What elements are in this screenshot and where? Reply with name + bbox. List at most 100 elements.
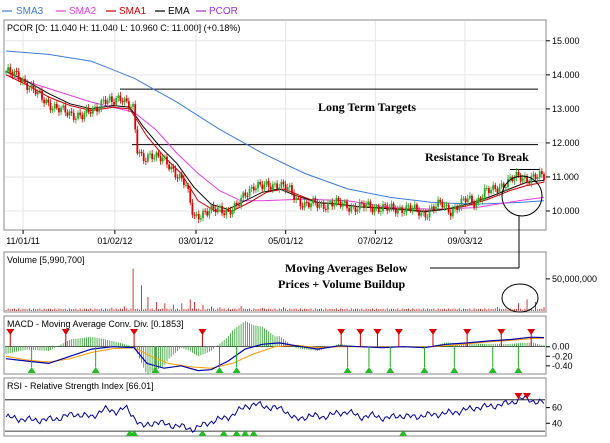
legend-label-ema: EMA xyxy=(168,6,190,17)
price-candle xyxy=(515,171,518,179)
price-candle xyxy=(439,199,442,202)
price-candle xyxy=(441,201,444,208)
price-candle xyxy=(339,201,342,207)
ma-annotation-bg xyxy=(280,259,430,295)
price-candle xyxy=(278,187,281,190)
rsi-buy-marker xyxy=(249,430,258,436)
rsi-buy-marker xyxy=(130,430,139,436)
price-candle xyxy=(464,198,467,203)
price-candle xyxy=(507,178,509,188)
price-candle xyxy=(413,204,416,210)
macd-sell-marker xyxy=(394,329,403,335)
price-candle xyxy=(9,67,12,73)
macd-y-tick-label: -0.20 xyxy=(552,351,573,361)
price-y-tick-label: 14.000 xyxy=(552,70,580,80)
price-candle xyxy=(96,106,98,112)
price-candle xyxy=(386,205,389,211)
price-candle xyxy=(180,174,183,179)
price-candle xyxy=(17,71,20,80)
price-candle xyxy=(483,188,486,198)
macd-signal-line xyxy=(5,337,545,369)
macd-sell-marker xyxy=(198,329,207,335)
rsi-buy-marker xyxy=(399,430,408,436)
price-candle xyxy=(458,207,461,211)
price-candle xyxy=(130,106,132,109)
price-candle xyxy=(229,210,232,215)
price-candle xyxy=(119,95,122,101)
price-candle xyxy=(456,206,459,211)
price-candle xyxy=(475,202,478,208)
price-candle xyxy=(490,190,492,194)
price-candle xyxy=(526,176,528,183)
price-candle xyxy=(454,206,456,210)
price-candle xyxy=(462,198,465,200)
annotation-long-term-targets: Long Term Targets xyxy=(318,100,416,114)
price-candle xyxy=(170,166,173,170)
price-candle xyxy=(477,197,480,203)
price-candle xyxy=(316,202,319,208)
macd-buy-marker xyxy=(488,367,497,373)
price-candle xyxy=(341,203,344,207)
price-candle xyxy=(305,202,308,204)
macd-panel-header: MACD - Moving Average Conv. Div. [0.1853… xyxy=(7,319,184,329)
macd-buy-marker xyxy=(343,367,352,373)
price-candle xyxy=(58,108,60,113)
price-candle xyxy=(123,98,126,103)
price-candle xyxy=(115,98,118,105)
price-candle xyxy=(335,197,338,204)
price-candle xyxy=(337,197,340,202)
price-candle xyxy=(113,101,115,105)
price-candle xyxy=(392,203,395,209)
price-candle xyxy=(24,78,26,83)
price-candle xyxy=(53,103,56,109)
price-candle xyxy=(543,174,545,181)
price-candle xyxy=(291,185,293,194)
price-candle xyxy=(43,99,46,104)
resistance-circle xyxy=(501,175,543,217)
price-candle xyxy=(202,210,204,219)
macd-y-tick-label: 0.00 xyxy=(552,342,570,352)
price-candle xyxy=(288,185,291,188)
price-candle xyxy=(87,107,90,112)
volume-layer xyxy=(5,268,545,311)
price-candle xyxy=(280,181,283,188)
price-candle xyxy=(358,202,361,210)
macd-sell-marker xyxy=(428,329,437,335)
macd-buy-marker xyxy=(364,367,373,373)
price-x-tick-label: 05/01/12 xyxy=(268,236,303,246)
macd-buy-marker xyxy=(514,367,523,373)
rsi-panel-header: RSI - Relative Strength Index [66.01] xyxy=(7,381,154,391)
price-layer xyxy=(5,50,545,224)
price-candle xyxy=(430,206,433,210)
price-candle xyxy=(293,193,295,200)
price-candle xyxy=(159,156,162,162)
price-candle xyxy=(238,204,240,206)
price-candle xyxy=(244,192,247,196)
legend-label-pcor: PCOR xyxy=(209,6,238,17)
price-candle xyxy=(530,176,533,184)
price-y-tick-label: 12.000 xyxy=(552,138,580,148)
volume-y-tick-label: 50,000,000 xyxy=(552,274,597,284)
price-candle xyxy=(384,204,387,206)
macd-sell-marker xyxy=(6,329,15,335)
price-candle xyxy=(108,96,111,101)
price-candle xyxy=(85,107,88,114)
axis-layer: 10.000 11.000 12.000 13.000 14.000 15.000 11/0… xyxy=(6,36,597,428)
price-candle xyxy=(60,107,62,113)
price-candle xyxy=(297,197,300,199)
price-candle xyxy=(348,208,351,212)
price-candle xyxy=(153,157,156,160)
price-candle xyxy=(521,178,524,182)
price-candle xyxy=(187,184,190,189)
price-candle xyxy=(509,176,512,179)
price-x-tick-label: 11/01/11 xyxy=(6,236,40,246)
price-x-tick-label: 03/01/12 xyxy=(178,236,213,246)
price-candle xyxy=(204,210,207,212)
price-candle xyxy=(7,67,10,72)
price-candle xyxy=(147,154,149,162)
price-candle xyxy=(485,188,488,190)
macd-sell-marker xyxy=(356,329,365,335)
rsi-sell-marker xyxy=(522,393,531,399)
price-candle xyxy=(271,184,274,190)
price-candle xyxy=(233,202,236,211)
